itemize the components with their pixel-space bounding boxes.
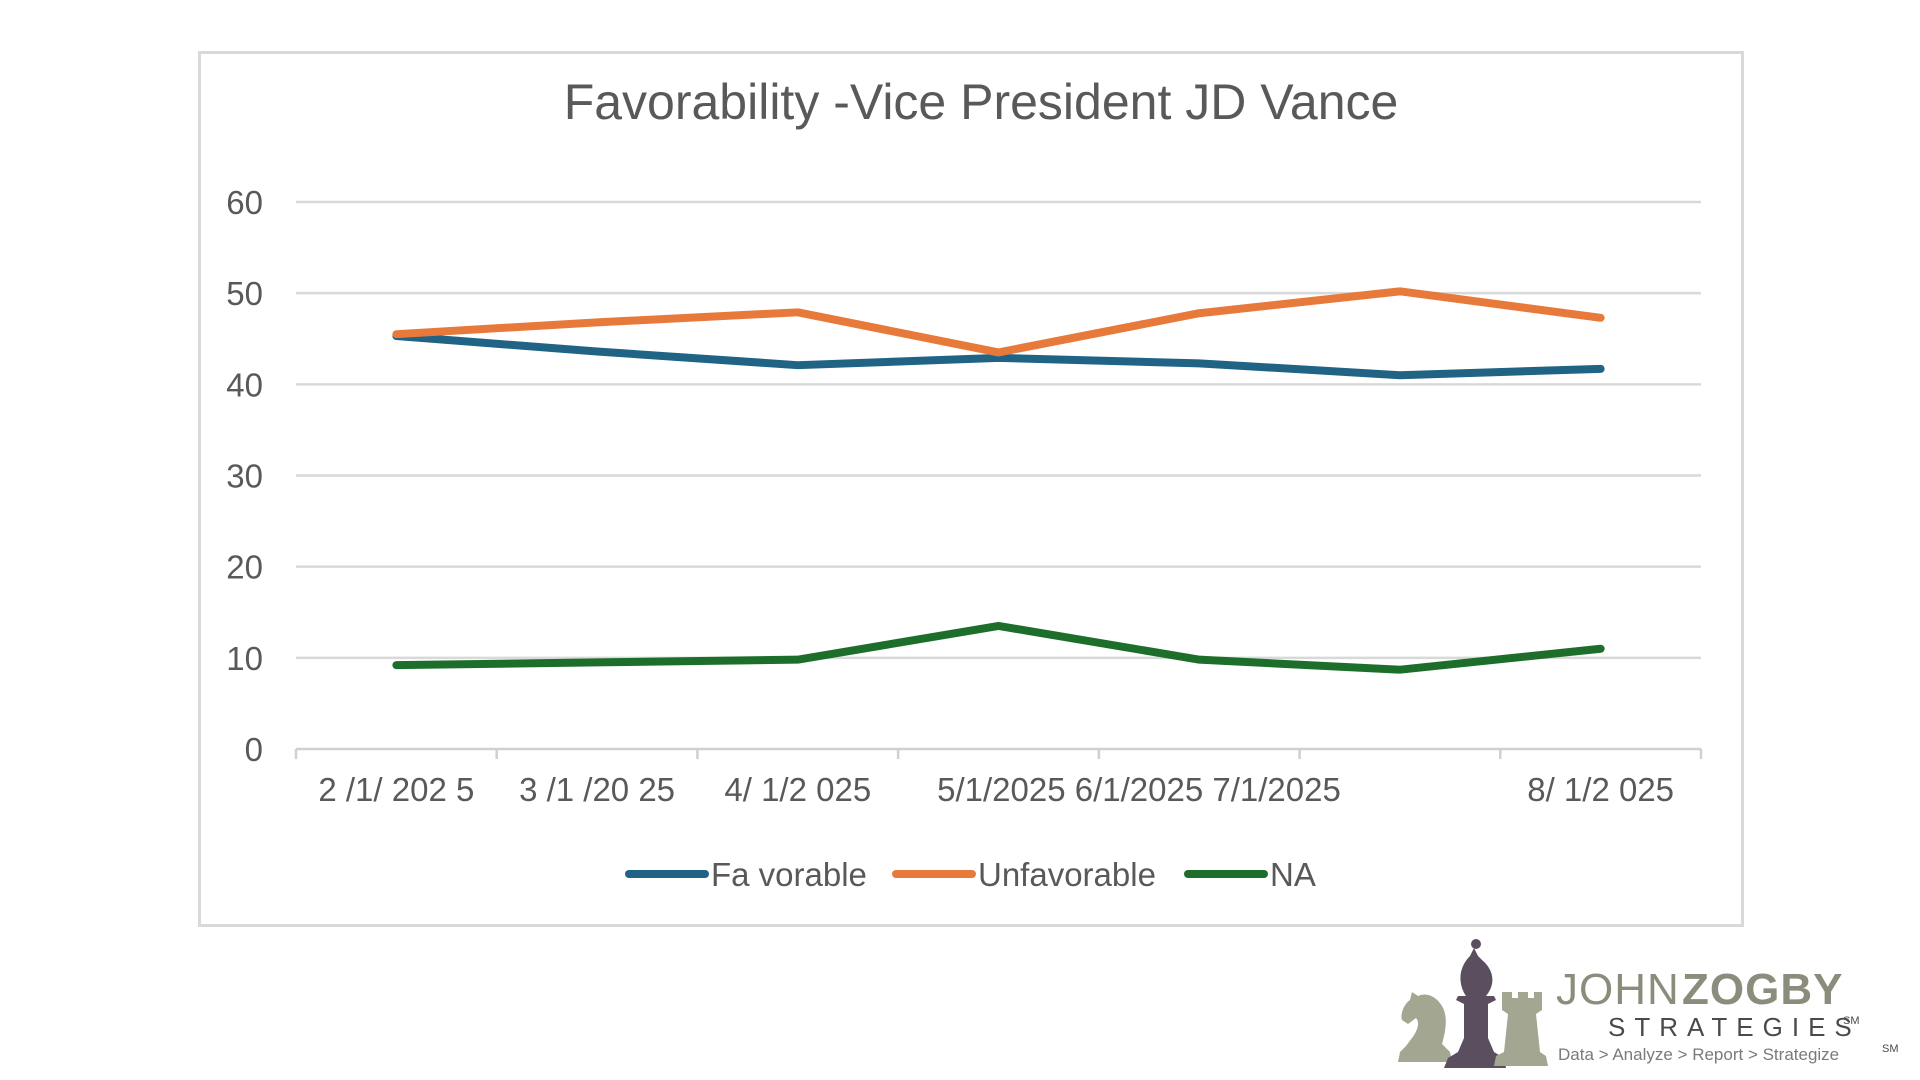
x-tick-label: 4/ 1/2 025 <box>724 771 871 808</box>
logo-name-last: ZOGBY <box>1682 965 1843 1014</box>
x-axis-ticks: 2 /1/ 202 5 3 /1 /20 25 4/ 1/2 025 5/1/2025… <box>318 771 1674 808</box>
knight-piece-icon <box>1398 992 1452 1062</box>
chart-title: Favorability -Vice President JD Vance <box>564 74 1399 130</box>
legend-label: Fa vorable <box>711 856 867 893</box>
john-zogby-strategies-logo: JOHN ZOGBY STRATEGIES SM Data > Analyze … <box>1390 934 1910 1074</box>
y-tick-label: 50 <box>226 275 263 312</box>
x-tick-label: 8/ 1/2 025 <box>1527 771 1674 808</box>
y-tick-label: 40 <box>226 366 263 403</box>
logo-subtitle-mark: SM <box>1843 1015 1860 1027</box>
logo-graphic: JOHN ZOGBY STRATEGIES SM Data > Analyze … <box>1398 939 1899 1068</box>
x-tick-label: 3 /1 /20 25 <box>519 771 675 808</box>
series-line-na <box>392 621 1605 674</box>
rook-piece-icon <box>1494 992 1548 1066</box>
y-tick-label: 10 <box>226 640 263 677</box>
x-axis <box>294 747 1703 759</box>
logo-name-first: JOHN <box>1556 965 1680 1014</box>
y-tick-label: 20 <box>226 549 263 586</box>
logo-subtitle: STRATEGIES <box>1608 1012 1861 1042</box>
gridlines <box>296 200 1701 660</box>
x-tick-label: 5/1/2025 6/1/2025 7/1/2025 <box>937 771 1341 808</box>
logo-tagline-mark: SM <box>1882 1043 1899 1055</box>
y-tick-label: 0 <box>245 731 263 768</box>
y-tick-label: 30 <box>226 458 263 495</box>
legend-label: Unfavorable <box>978 856 1156 893</box>
chart-frame: Favorability -Vice President JD Vance 0 1… <box>198 51 1744 927</box>
y-tick-label: 60 <box>226 184 263 221</box>
y-axis-ticks: 0 10 20 30 40 50 60 <box>226 184 263 768</box>
x-tick-label: 2 /1/ 202 5 <box>318 771 474 808</box>
logo-tagline: Data > Analyze > Report > Strategize <box>1558 1045 1839 1064</box>
legend: Fa vorable Unfavorable NA <box>625 856 1316 893</box>
series-line-unfavorable <box>392 287 1605 357</box>
line-chart: Favorability -Vice President JD Vance 0 1… <box>226 74 1703 893</box>
legend-label: NA <box>1270 856 1316 893</box>
series-lines <box>392 287 1605 674</box>
bishop-piece-icon <box>1444 939 1506 1068</box>
